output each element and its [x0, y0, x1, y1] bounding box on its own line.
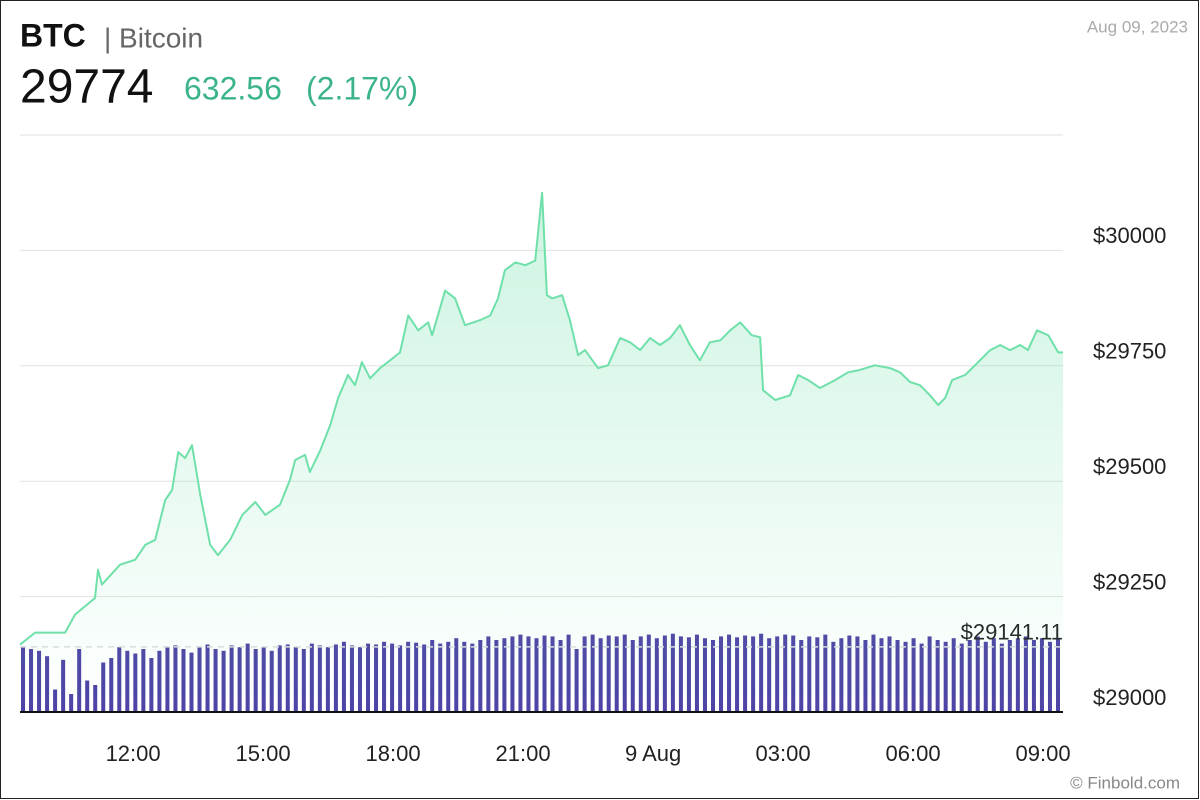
y-tick-label: $29500 — [1093, 454, 1166, 479]
x-tick-label: 18:00 — [366, 741, 421, 766]
watermark: © Finbold.com — [1070, 773, 1180, 792]
change: 632.56 — [184, 70, 282, 106]
price: 29774 — [20, 61, 153, 114]
y-tick-label: $29250 — [1093, 569, 1166, 594]
x-tick-label: 06:00 — [886, 741, 941, 766]
symbol: BTC — [20, 17, 86, 53]
x-tick-label: 03:00 — [756, 741, 811, 766]
x-tick-label: 9 Aug — [625, 741, 681, 766]
y-tick-label: $29750 — [1093, 339, 1166, 364]
price-line — [19, 191, 1063, 646]
x-tick-label: 09:00 — [1016, 741, 1071, 766]
date: Aug 09, 2023 — [1087, 17, 1188, 36]
x-tick-label: 12:00 — [106, 741, 161, 766]
asset-name: | Bitcoin — [104, 22, 203, 53]
x-tick-label: 21:00 — [496, 741, 551, 766]
y-tick-label: $29000 — [1093, 685, 1166, 710]
x-tick-label: 15:00 — [236, 741, 291, 766]
change-percent: (2.17%) — [306, 70, 418, 106]
price-area — [20, 192, 1063, 712]
y-tick-label: $30000 — [1093, 223, 1166, 248]
